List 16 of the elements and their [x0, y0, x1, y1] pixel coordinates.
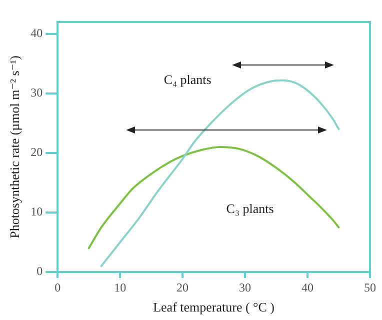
- text: C₃ plants: [226, 200, 274, 216]
- x-axis-title: Leaf temperature ( °C ): [153, 300, 275, 315]
- x-tick-label: 30: [239, 280, 252, 294]
- y-tick-label: 30: [30, 86, 43, 100]
- y-tick-label: 40: [30, 26, 43, 40]
- x-tick-label: 20: [176, 280, 189, 294]
- series-label: C₄ plants: [164, 72, 212, 87]
- y-tick-label: 10: [30, 204, 43, 219]
- y-axis-title: Photosynthetic rate (µmol m⁻² s⁻¹): [7, 56, 22, 238]
- x-tick-label: 0: [54, 280, 61, 294]
- x-tick-label: 10: [114, 280, 126, 294]
- x-tick-label: 40: [302, 280, 314, 294]
- line-series: [88, 146, 340, 250]
- y-tick-label: 0: [36, 264, 43, 278]
- x-tick-label: 50: [364, 280, 376, 294]
- y-tick-label: 20: [30, 145, 43, 160]
